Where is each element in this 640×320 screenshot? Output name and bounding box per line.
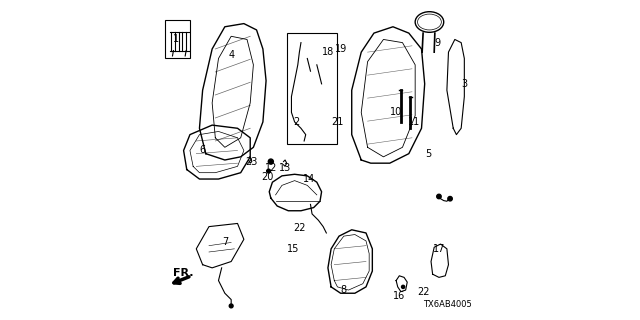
Text: 9: 9 xyxy=(435,38,440,48)
Text: 14: 14 xyxy=(303,174,315,184)
Text: 22: 22 xyxy=(293,223,306,233)
Text: 13: 13 xyxy=(279,163,291,173)
Text: FR.: FR. xyxy=(173,268,193,278)
Text: 23: 23 xyxy=(246,156,258,167)
Text: 12: 12 xyxy=(265,163,277,173)
Text: 2: 2 xyxy=(293,117,300,127)
Text: 4: 4 xyxy=(228,50,234,60)
Circle shape xyxy=(267,169,271,173)
Text: 19: 19 xyxy=(335,44,347,54)
Circle shape xyxy=(436,194,441,199)
Text: 3: 3 xyxy=(461,79,467,89)
Text: 11: 11 xyxy=(408,117,420,127)
Text: 22: 22 xyxy=(417,287,429,297)
Text: 7: 7 xyxy=(221,237,228,247)
Text: 21: 21 xyxy=(332,117,344,127)
Text: 20: 20 xyxy=(262,172,274,182)
Text: TX6AB4005: TX6AB4005 xyxy=(424,300,472,309)
Text: 8: 8 xyxy=(340,285,347,295)
Text: 6: 6 xyxy=(200,146,205,156)
Text: 17: 17 xyxy=(433,244,445,254)
Circle shape xyxy=(229,304,233,308)
Text: 5: 5 xyxy=(425,149,431,159)
Circle shape xyxy=(448,196,452,201)
Text: 15: 15 xyxy=(287,244,300,254)
Text: 18: 18 xyxy=(322,47,334,57)
Bar xyxy=(164,20,190,59)
Circle shape xyxy=(401,285,404,288)
Text: 16: 16 xyxy=(393,292,405,301)
Text: 10: 10 xyxy=(390,108,403,117)
Text: 1: 1 xyxy=(173,35,179,44)
Circle shape xyxy=(268,159,273,164)
